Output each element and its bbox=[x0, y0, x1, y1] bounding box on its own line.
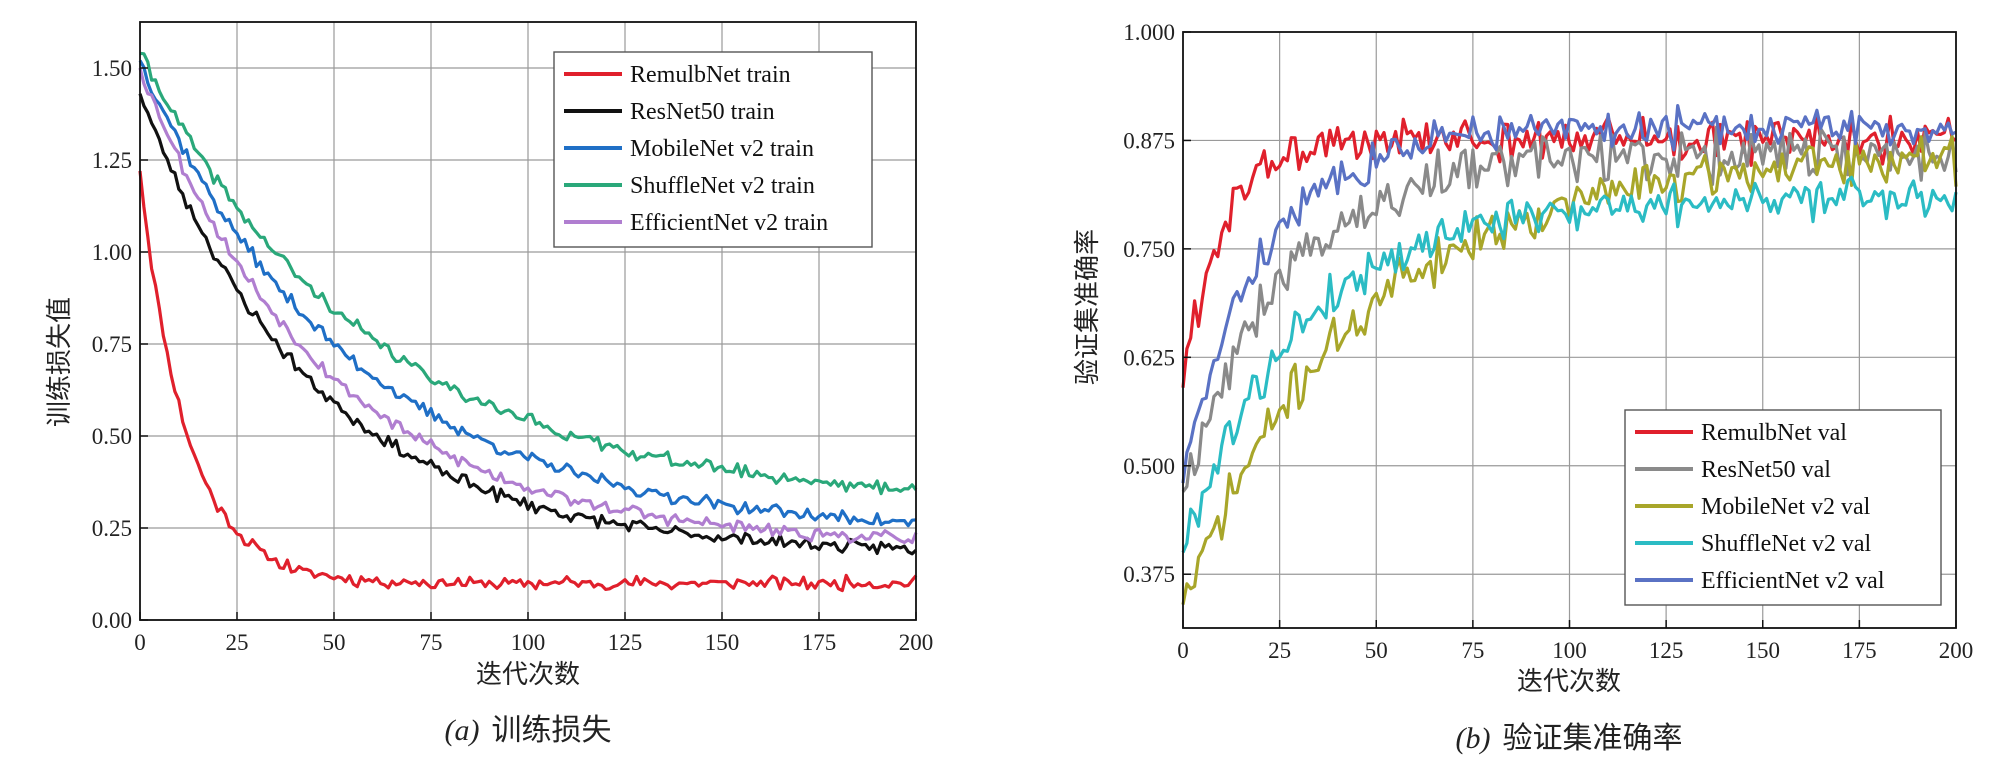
legend-entry: EfficientNet v2 train bbox=[630, 210, 828, 236]
legend-entry: MobileNet v2 val bbox=[1701, 494, 1871, 520]
legend-entry: RemulbNet train bbox=[630, 62, 791, 88]
y-tick-label: 1.00 bbox=[92, 240, 132, 265]
caption-text: 训练损失 bbox=[491, 713, 611, 748]
x-tick-label: 150 bbox=[705, 630, 740, 655]
y-tick-label: 1.000 bbox=[1123, 20, 1175, 45]
legend-entry: ResNet50 val bbox=[1701, 457, 1831, 483]
y-tick-label: 0.625 bbox=[1123, 345, 1175, 370]
legend-entry: ShuffleNet v2 val bbox=[1701, 531, 1872, 557]
series-line-mobilenet-v2-train bbox=[138, 59, 917, 528]
x-tick-label: 100 bbox=[511, 630, 546, 655]
y-tick-label: 0.750 bbox=[1123, 237, 1175, 262]
y-tick-label: 0.500 bbox=[1123, 454, 1175, 479]
x-tick-label: 0 bbox=[1177, 638, 1189, 663]
caption-letter: (a) bbox=[445, 714, 480, 747]
legend-entry: ShuffleNet v2 train bbox=[630, 173, 815, 199]
legend: RemulbNet train ResNet50 train MobileNet v… bbox=[553, 51, 873, 248]
series-line-remulbnet-train bbox=[138, 170, 918, 593]
x-tick-label: 175 bbox=[1842, 638, 1877, 663]
x-axis-label: 迭代次数 bbox=[1517, 667, 1621, 697]
x-tick-label: 125 bbox=[1649, 638, 1684, 663]
y-axis-label: 训练损失值 bbox=[45, 297, 75, 427]
y-tick-label: 0.25 bbox=[92, 516, 132, 541]
y-axis-label: 验证集准确率 bbox=[1073, 229, 1103, 385]
y-tick-label: 0.875 bbox=[1123, 128, 1175, 153]
y-tick-label: 1.25 bbox=[92, 148, 132, 173]
legend-entry: EfficientNet v2 val bbox=[1701, 568, 1885, 594]
legend-entry: RemulbNet val bbox=[1701, 420, 1847, 446]
x-tick-label: 125 bbox=[608, 630, 643, 655]
x-tick-label: 75 bbox=[420, 630, 443, 655]
x-tick-label: 200 bbox=[899, 630, 934, 655]
series-line-shufflenet-v2-train bbox=[139, 51, 918, 496]
series-line-efficientnet-v2-train bbox=[138, 67, 918, 545]
x-tick-label: 25 bbox=[226, 630, 249, 655]
panel-caption: (a) 训练损失 bbox=[445, 713, 612, 748]
x-tick-label: 150 bbox=[1746, 638, 1781, 663]
panel-training-loss: 0 25 50 75 100 125 150 175 200 0.00 0.25 0.50 0.75 1.… bbox=[45, 21, 934, 748]
x-tick-label: 175 bbox=[802, 630, 837, 655]
y-tick-label: 0.75 bbox=[92, 332, 132, 357]
series-line-efficientnet-v2-val bbox=[1181, 104, 1957, 484]
series-line-shufflenet-v2-val bbox=[1181, 175, 1958, 554]
x-tick-label: 100 bbox=[1552, 638, 1587, 663]
y-tick-label: 0.50 bbox=[92, 424, 132, 449]
series-line-resnet50-val bbox=[1181, 125, 1958, 493]
legend-entry: MobileNet v2 train bbox=[630, 136, 814, 162]
legend-entry: ResNet50 train bbox=[630, 99, 775, 125]
y-tick-label: 0.375 bbox=[1123, 562, 1175, 587]
series-line-resnet50-train bbox=[138, 93, 918, 556]
x-tick-label: 25 bbox=[1268, 638, 1291, 663]
x-tick-label: 200 bbox=[1939, 638, 1974, 663]
y-tick-label: 1.50 bbox=[92, 56, 132, 81]
y-tick-label: 0.00 bbox=[92, 608, 132, 633]
x-axis-label: 迭代次数 bbox=[476, 660, 580, 690]
caption-text: 验证集准确率 bbox=[1502, 721, 1682, 756]
caption-letter: (b) bbox=[1456, 722, 1491, 755]
panel-caption: (b) 验证集准确率 bbox=[1456, 721, 1683, 756]
x-tick-label: 75 bbox=[1461, 638, 1484, 663]
panel-validation-accuracy: 0 25 50 75 100 125 150 175 200 0.375 0.500 0.625 0.7… bbox=[1073, 20, 1973, 756]
x-tick-label: 0 bbox=[134, 630, 146, 655]
legend: RemulbNet val ResNet50 val MobileNet v2 va… bbox=[1624, 409, 1942, 606]
x-tick-label: 50 bbox=[323, 630, 346, 655]
x-tick-label: 50 bbox=[1365, 638, 1388, 663]
